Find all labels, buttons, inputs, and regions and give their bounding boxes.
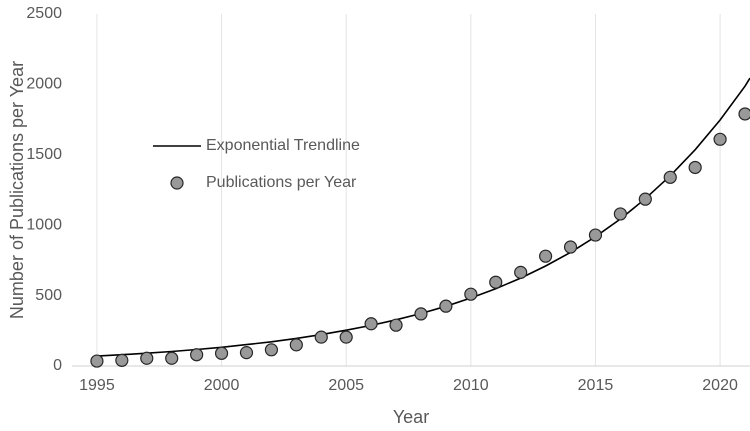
data-point: [688, 160, 702, 175]
x-tick-label: 2000: [204, 377, 240, 394]
y-tick-label: 500: [35, 287, 62, 304]
data-point: [464, 287, 478, 301]
data-point: [439, 299, 453, 313]
x-tick-label: 1995: [79, 377, 115, 394]
data-point: [339, 330, 353, 344]
legend-label: Exponential Trendline: [206, 137, 360, 154]
x-axis-label: Year: [393, 407, 429, 427]
y-axis-label: Number of Publications per Year: [7, 61, 27, 319]
data-point: [314, 330, 328, 344]
x-tick-label: 2010: [453, 377, 489, 394]
data-point: [414, 307, 428, 321]
data-point: [563, 240, 578, 254]
data-point: [264, 343, 279, 357]
data-point: [165, 351, 179, 365]
data-point: [90, 354, 104, 368]
y-tick-label: 2500: [26, 5, 62, 22]
data-point: [663, 170, 677, 184]
data-point: [115, 353, 129, 367]
data-point: [713, 132, 727, 146]
data-point: [539, 249, 553, 263]
legend-label: Publications per Year: [206, 174, 357, 191]
y-tick-label: 0: [53, 357, 62, 374]
data-point: [613, 207, 627, 221]
data-point: [214, 346, 229, 360]
y-tick-label: 1500: [26, 146, 62, 163]
y-tick-label: 2000: [26, 76, 62, 93]
data-point: [239, 346, 254, 360]
x-tick-label: 2020: [702, 377, 738, 394]
data-point: [514, 265, 528, 279]
legend-marker: [170, 176, 184, 190]
trendline: [96, 77, 750, 357]
data-point: [289, 338, 303, 352]
data-point: [190, 348, 204, 362]
data-point: [588, 228, 603, 242]
y-tick-label: 1000: [26, 216, 62, 233]
data-point: [638, 192, 652, 206]
data-point: [364, 317, 378, 331]
data-point: [489, 275, 503, 289]
data-point: [140, 351, 154, 365]
x-tick-label: 2005: [328, 377, 364, 394]
data-point: [389, 318, 403, 332]
x-tick-label: 2015: [578, 377, 614, 394]
data-point: [738, 107, 750, 121]
